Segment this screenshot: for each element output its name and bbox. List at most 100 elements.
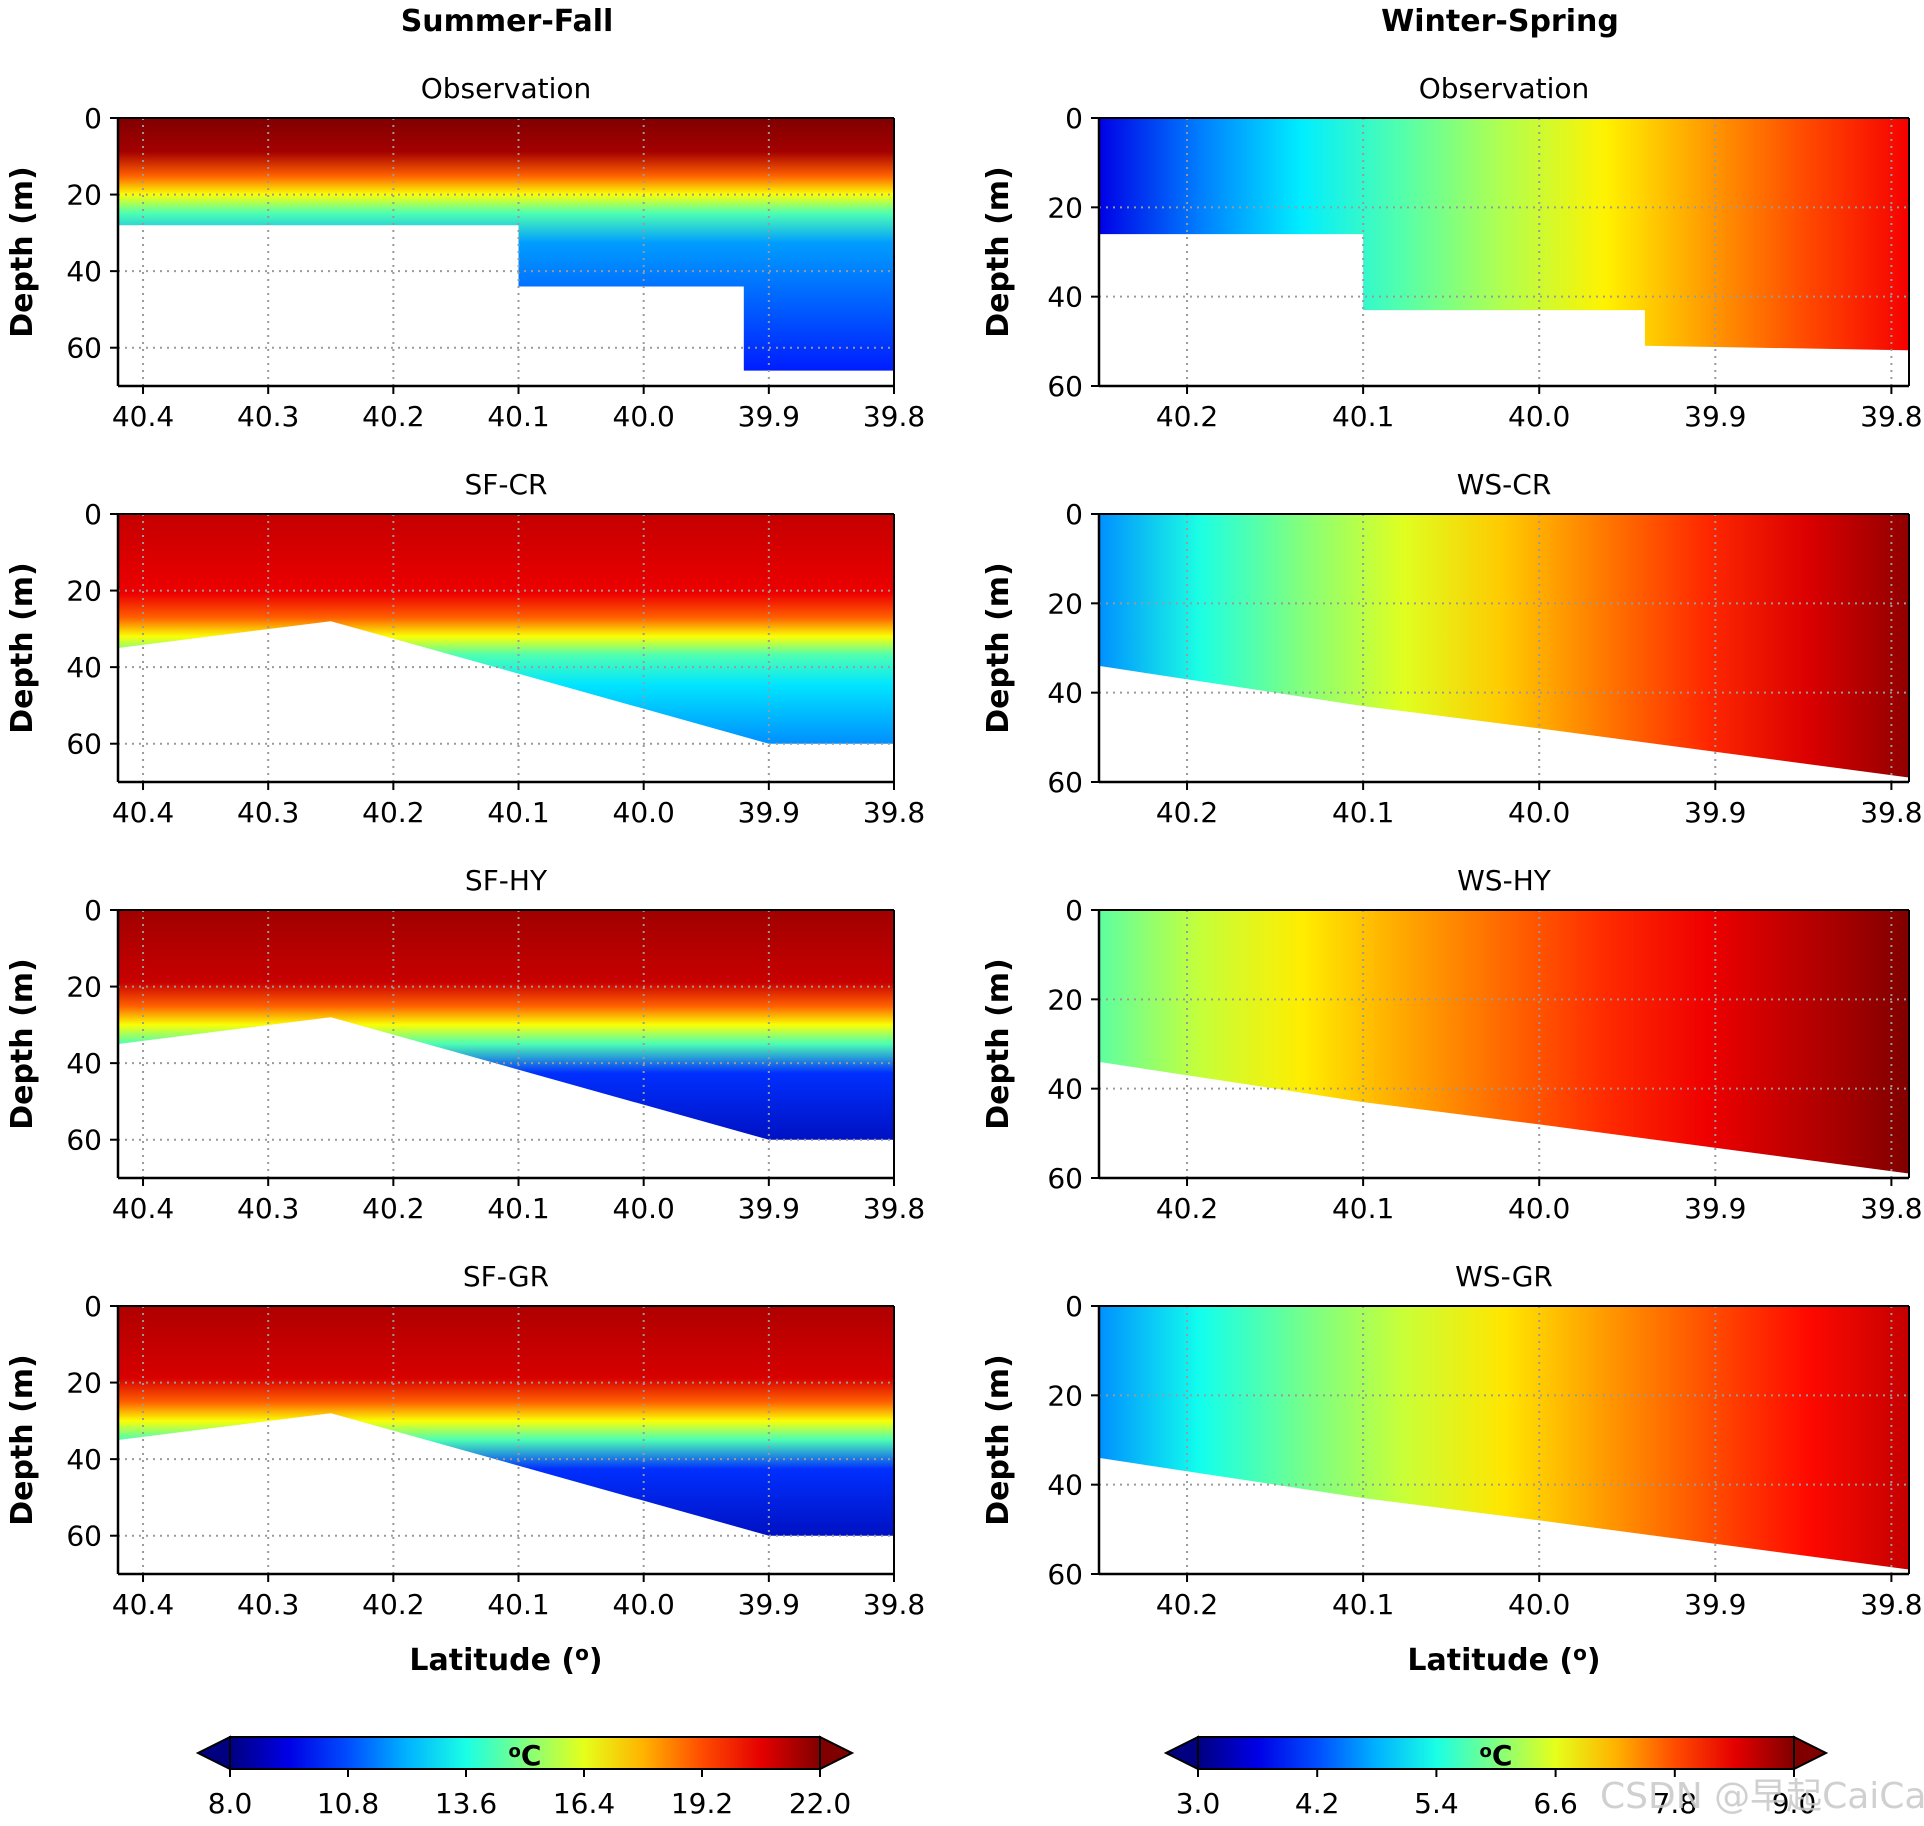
y-tick-label: 0 xyxy=(1065,894,1083,927)
x-tick-label: 40.0 xyxy=(613,400,675,433)
temperature-field xyxy=(118,910,894,1140)
x-tick-label: 40.1 xyxy=(1332,1192,1394,1225)
x-tick-label: 40.4 xyxy=(112,1192,174,1225)
panel-title: SF-HY xyxy=(465,864,548,897)
x-tick-label: 40.1 xyxy=(487,1192,549,1225)
colorbar-tick-label: 16.4 xyxy=(553,1787,615,1820)
x-tick-label: 40.2 xyxy=(362,796,424,829)
x-tick-label: 40.1 xyxy=(487,400,549,433)
y-tick-label: 40 xyxy=(66,1047,102,1080)
panel-title: Observation xyxy=(1419,72,1590,105)
x-tick-label: 40.3 xyxy=(237,1588,299,1621)
x-tick-label: 40.0 xyxy=(613,1588,675,1621)
panel-sf-gr-0: SF-GR 40.4 40.3 40.2 40.1 40.0 39.9 39.8 0 20 40 60… xyxy=(5,1260,925,1678)
y-axis-label: Depth (m) xyxy=(981,1354,1016,1526)
panel-observation-1: Observation 40.2 40.1 40.0 39.9 39.8 0 20 40 60 De… xyxy=(981,72,1923,433)
x-tick-label: 40.0 xyxy=(1508,796,1570,829)
y-tick-label: 60 xyxy=(1047,766,1083,799)
colorbar-tick-label: 19.2 xyxy=(671,1787,733,1820)
temperature-field xyxy=(1099,1306,1909,1570)
colorbar-0: 8.0 10.8 13.6 16.4 19.2 22.0 oC xyxy=(195,1735,855,1820)
x-tick-label: 40.4 xyxy=(112,1588,174,1621)
x-tick-label: 40.1 xyxy=(1332,400,1394,433)
y-tick-label: 20 xyxy=(1047,1379,1083,1412)
y-tick-label: 20 xyxy=(66,575,102,608)
x-tick-label: 39.9 xyxy=(738,1192,800,1225)
x-tick-label: 39.9 xyxy=(738,796,800,829)
column-title-winter-spring: Winter-Spring xyxy=(1381,4,1619,39)
colorbar-tick-label: 5.4 xyxy=(1414,1787,1459,1820)
y-tick-label: 20 xyxy=(1047,983,1083,1016)
panel-ws-hy-1: WS-HY 40.2 40.1 40.0 39.9 39.8 0 20 40 60 Depth (m… xyxy=(981,864,1923,1225)
x-tick-label: 40.3 xyxy=(237,1192,299,1225)
x-tick-label: 40.0 xyxy=(1508,1588,1570,1621)
colorbar-tick-label: 9.0 xyxy=(1772,1787,1817,1820)
y-tick-label: 20 xyxy=(1047,191,1083,224)
x-tick-label: 40.2 xyxy=(362,400,424,433)
y-tick-label: 60 xyxy=(66,728,102,761)
colorbar-tick-label: 10.8 xyxy=(317,1787,379,1820)
y-tick-label: 40 xyxy=(1047,281,1083,314)
x-tick-label: 39.9 xyxy=(1684,1588,1746,1621)
colorbar-tick-label: 8.0 xyxy=(208,1787,253,1820)
y-tick-label: 40 xyxy=(1047,1469,1083,1502)
x-tick-label: 40.1 xyxy=(1332,1588,1394,1621)
panel-sf-hy-0: SF-HY 40.4 40.3 40.2 40.1 40.0 39.9 39.8 0 20 40 60… xyxy=(5,864,925,1225)
x-tick-label: 40.1 xyxy=(487,796,549,829)
x-tick-label: 40.4 xyxy=(112,796,174,829)
temperature-field xyxy=(118,514,894,744)
colorbar-unit: oC xyxy=(509,1739,542,1772)
y-tick-label: 0 xyxy=(1065,102,1083,135)
panel-observation-0: Observation 40.4 40.3 40.2 40.1 40.0 39.9 39.8 0… xyxy=(5,72,925,433)
x-tick-label: 39.9 xyxy=(738,400,800,433)
y-tick-label: 20 xyxy=(66,971,102,1004)
colorbar-tick-label: 7.8 xyxy=(1653,1787,1698,1820)
x-axis-label: Latitude (o) xyxy=(1407,1641,1600,1678)
y-axis-label: Depth (m) xyxy=(5,166,40,338)
colorbar-tick-label: 6.6 xyxy=(1533,1787,1578,1820)
panel-title: WS-CR xyxy=(1457,468,1552,501)
y-tick-label: 0 xyxy=(1065,1290,1083,1323)
x-tick-label: 39.8 xyxy=(1860,1192,1922,1225)
x-tick-label: 39.9 xyxy=(738,1588,800,1621)
colorbar-tick-label: 4.2 xyxy=(1295,1787,1340,1820)
y-tick-label: 60 xyxy=(1047,1162,1083,1195)
x-tick-label: 40.4 xyxy=(112,400,174,433)
x-tick-label: 39.8 xyxy=(863,400,925,433)
x-tick-label: 40.0 xyxy=(1508,400,1570,433)
temperature-field xyxy=(1099,514,1909,778)
panel-ws-cr-1: WS-CR 40.2 40.1 40.0 39.9 39.8 0 20 40 60 Depth (m… xyxy=(981,468,1923,829)
panel-title: SF-GR xyxy=(463,1260,549,1293)
y-tick-label: 0 xyxy=(84,498,102,531)
panel-ws-gr-1: WS-GR 40.2 40.1 40.0 39.9 39.8 0 20 40 60 Depth (m… xyxy=(981,1260,1923,1678)
y-axis-label: Depth (m) xyxy=(5,1354,40,1526)
colorbar-1: 3.0 4.2 5.4 6.6 7.8 9.0 oC xyxy=(1163,1735,1829,1820)
y-axis-label: Depth (m) xyxy=(981,562,1016,734)
y-tick-label: 40 xyxy=(66,255,102,288)
column-title-summer-fall: Summer-Fall xyxy=(401,4,614,39)
panel-sf-cr-0: SF-CR 40.4 40.3 40.2 40.1 40.0 39.9 39.8 0 20 40 60… xyxy=(5,468,925,829)
x-tick-label: 40.2 xyxy=(362,1588,424,1621)
y-tick-label: 60 xyxy=(66,1520,102,1553)
colorbar-tick-label: 13.6 xyxy=(435,1787,497,1820)
y-tick-label: 40 xyxy=(1047,677,1083,710)
x-tick-label: 40.0 xyxy=(613,1192,675,1225)
y-tick-label: 0 xyxy=(84,102,102,135)
watermark: CSDN @早起CaiCai xyxy=(1600,1776,1924,1817)
y-axis-label: Depth (m) xyxy=(981,166,1016,338)
y-tick-label: 60 xyxy=(1047,1558,1083,1591)
x-tick-label: 40.1 xyxy=(487,1588,549,1621)
colorbar-tick-label: 3.0 xyxy=(1176,1787,1221,1820)
x-tick-label: 40.3 xyxy=(237,400,299,433)
x-tick-label: 40.3 xyxy=(237,796,299,829)
colorbars: 8.0 10.8 13.6 16.4 19.2 22.0 oC 3.0 4.2 5.4 6.6 7.8… xyxy=(195,1735,1829,1820)
temperature-field xyxy=(1099,910,1909,1174)
y-axis-label: Depth (m) xyxy=(5,562,40,734)
x-axis-label: Latitude (o) xyxy=(409,1641,602,1678)
x-tick-label: 39.8 xyxy=(863,1192,925,1225)
x-tick-label: 40.2 xyxy=(1156,1588,1218,1621)
y-tick-label: 0 xyxy=(1065,498,1083,531)
y-tick-label: 20 xyxy=(66,179,102,212)
x-tick-label: 40.2 xyxy=(362,1192,424,1225)
y-tick-label: 20 xyxy=(66,1367,102,1400)
